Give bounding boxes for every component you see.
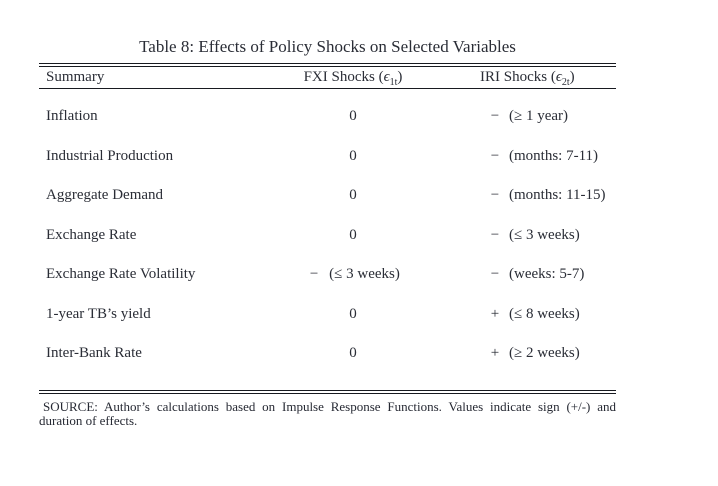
column-header-summary: Summary xyxy=(46,69,105,85)
column-header-fxi: FXI Shocks (ϵ1t) xyxy=(243,69,463,88)
bottom-rule xyxy=(39,389,616,394)
fxi-sign: − xyxy=(309,266,319,283)
table: Summary FXI Shocks (ϵ1t) IRI Shocks (ϵ2t… xyxy=(39,63,616,429)
iri-subscript: 2t xyxy=(561,77,570,88)
fxi-cell: 0 xyxy=(243,306,463,323)
table-row: Exchange Rate Volatility − (≤ 3 weeks) −(… xyxy=(39,255,616,295)
fxi-cell: 0 xyxy=(243,148,463,165)
row-label: Inflation xyxy=(46,108,98,125)
iri-duration: (≤ 8 weeks) xyxy=(509,305,580,322)
fxi-cell: 0 xyxy=(243,345,463,362)
iri-cell: + (≥ 2 weeks) xyxy=(463,345,616,362)
iri-duration: (weeks: 5-7) xyxy=(509,266,585,283)
iri-sign: + xyxy=(490,305,500,322)
iri-sign: − xyxy=(490,266,500,283)
row-label: Exchange Rate Volatility xyxy=(46,266,196,283)
iri-header-close: ) xyxy=(569,69,575,85)
top-rule xyxy=(39,63,616,67)
iri-sign: + xyxy=(490,345,500,362)
fxi-value: 0 xyxy=(349,226,357,243)
table-row: Aggregate Demand 0 − (months: 11-15) xyxy=(39,176,616,216)
fxi-value: 0 xyxy=(349,187,357,204)
column-header-iri: IRI Shocks (ϵ2t) xyxy=(463,69,616,88)
fxi-value: 0 xyxy=(349,147,357,164)
epsilon-symbol: ϵ xyxy=(383,69,390,85)
table-row: Exchange Rate 0 − (≤ 3 weeks) xyxy=(39,216,616,256)
fxi-cell: 0 xyxy=(243,227,463,244)
fxi-value: 0 xyxy=(349,345,357,362)
iri-duration: (months: 7-11) xyxy=(509,147,599,164)
fxi-value: (≤ 3 weeks) xyxy=(329,266,400,283)
fxi-header-text: FXI Shocks ( xyxy=(303,69,384,85)
iri-duration: (≥ 2 weeks) xyxy=(509,345,580,362)
iri-sign: − xyxy=(490,226,500,243)
epsilon-symbol: ϵ xyxy=(555,69,562,85)
row-label: Aggregate Demand xyxy=(46,187,164,204)
table-body: Inflation 0 − (≥ 1 year) Industrial Produ… xyxy=(39,89,616,382)
row-label: 1-year TB’s yield xyxy=(46,305,151,322)
iri-sign: − xyxy=(490,187,500,204)
iri-cell: + (≤ 8 weeks) xyxy=(463,306,616,323)
iri-duration: (≥ 1 year) xyxy=(509,108,569,125)
table-row: Inter-Bank Rate 0 + (≥ 2 weeks) xyxy=(39,334,616,374)
iri-duration: (≤ 3 weeks) xyxy=(509,226,580,243)
header-row: Summary FXI Shocks (ϵ1t) IRI Shocks (ϵ2t… xyxy=(39,67,616,88)
row-label: Exchange Rate xyxy=(46,226,137,243)
fxi-value: 0 xyxy=(349,108,357,125)
iri-sign: − xyxy=(490,147,500,164)
fxi-subscript: 1t xyxy=(389,77,398,88)
table-row: Industrial Production 0 − (months: 7-11) xyxy=(39,137,616,177)
fxi-header-close: ) xyxy=(397,69,403,85)
row-label: Inter-Bank Rate xyxy=(46,345,142,362)
header-rule xyxy=(39,88,616,89)
source-note: SOURCE: Author’s calculations based on I… xyxy=(39,398,616,428)
fxi-cell: 0 xyxy=(243,108,463,125)
iri-cell: − (months: 7-11) xyxy=(463,148,616,165)
iri-cell: − (≤ 3 weeks) xyxy=(463,227,616,244)
table-title: Table 8: Effects of Policy Shocks on Sel… xyxy=(139,37,516,56)
row-label: Industrial Production xyxy=(46,147,174,164)
fxi-cell: − (≤ 3 weeks) xyxy=(243,266,463,283)
iri-duration: (months: 11-15) xyxy=(509,187,606,204)
table-row: 1-year TB’s yield 0 + (≤ 8 weeks) xyxy=(39,295,616,335)
iri-sign: − xyxy=(490,108,500,125)
table-row: Inflation 0 − (≥ 1 year) xyxy=(39,97,616,137)
iri-header-text: IRI Shocks ( xyxy=(480,69,556,85)
iri-cell: − (≥ 1 year) xyxy=(463,108,616,125)
fxi-cell: 0 xyxy=(243,187,463,204)
iri-cell: − (weeks: 5-7) xyxy=(463,266,616,283)
fxi-value: 0 xyxy=(349,305,357,322)
iri-cell: − (months: 11-15) xyxy=(463,187,616,204)
